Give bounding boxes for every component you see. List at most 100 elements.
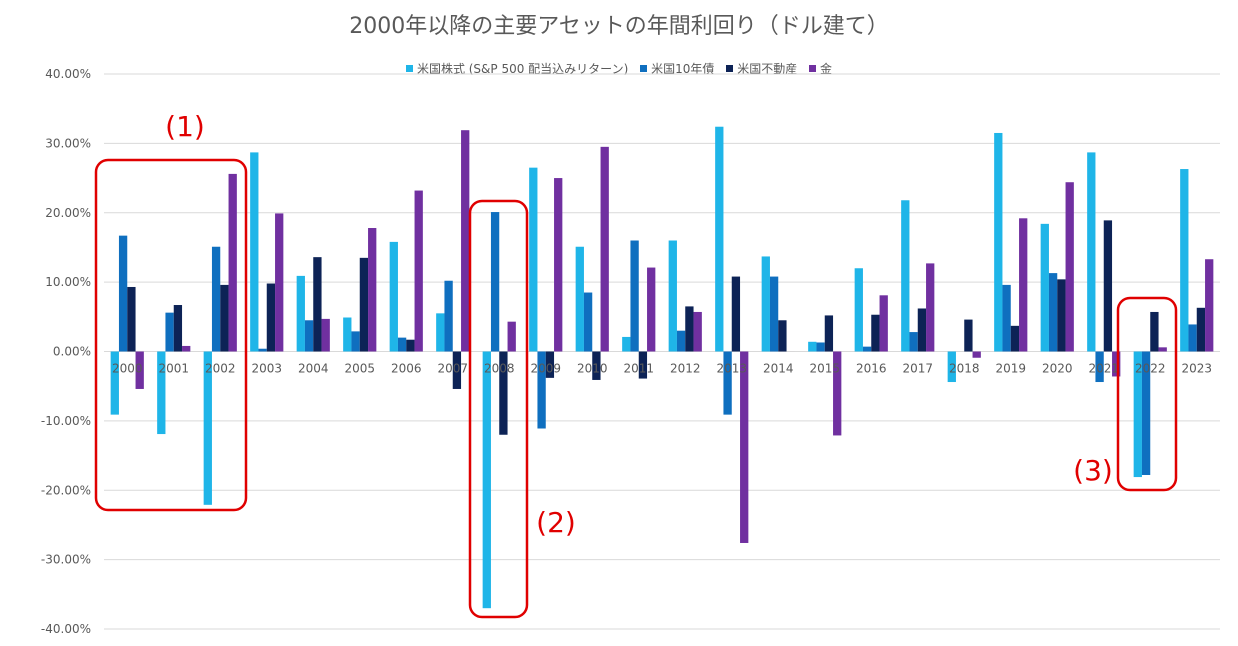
chart-title: 2000年以降の主要アセットの年間利回り（ドル建て） — [349, 14, 889, 39]
y-tick-label: 30.00% — [45, 136, 91, 150]
y-tick-label: -10.00% — [41, 414, 91, 428]
bar-us-10y-bond — [1048, 273, 1058, 352]
bar-us-real-estate — [685, 306, 694, 352]
bar-us-stocks — [761, 256, 770, 352]
bar-gold — [600, 146, 609, 352]
bar-us-stocks — [529, 167, 538, 352]
bar-us-real-estate — [1150, 311, 1159, 352]
bar-us-stocks — [389, 241, 398, 352]
bar-us-real-estate — [824, 315, 834, 352]
bar-gold — [693, 311, 702, 352]
legend-swatch — [809, 65, 817, 72]
x-tick-label: 2003 — [251, 362, 282, 376]
x-tick-label: 2002 — [205, 362, 236, 376]
bar-us-stocks — [157, 351, 166, 435]
bar-us-10y-bond — [1002, 284, 1011, 352]
bar-us-stocks — [808, 341, 817, 352]
x-tick-label: 2023 — [1181, 362, 1212, 376]
bar-gold — [1158, 347, 1167, 352]
y-tick-label: -20.00% — [41, 483, 91, 497]
legend-label: 米国株式 (S&P 500 配当込みリターン) — [416, 62, 629, 76]
bar-us-10y-bond — [258, 348, 267, 352]
bar-us-real-estate — [499, 351, 508, 435]
legend: 米国株式 (S&P 500 配当込みリターン) 米国10年債 米国不動産 金 — [0, 60, 1238, 77]
x-tick-label: 2005 — [344, 362, 375, 376]
x-tick-label: 2001 — [158, 362, 189, 376]
y-tick-label: -30.00% — [41, 553, 91, 567]
bar-us-stocks — [854, 268, 863, 352]
bar-us-stocks — [110, 351, 119, 415]
bar-us-10y-bond — [397, 337, 407, 352]
bar-gold — [972, 351, 981, 358]
legend-swatch — [726, 65, 734, 72]
bar-gold — [461, 130, 470, 352]
bar-us-stocks — [947, 351, 956, 383]
bar-gold — [879, 295, 888, 352]
legend-swatch — [405, 65, 413, 72]
x-tick-label: 2010 — [577, 362, 608, 376]
bar-gold — [507, 321, 516, 352]
x-tick-label: 2022 — [1135, 362, 1166, 376]
bar-us-stocks — [622, 336, 631, 352]
bar-us-real-estate — [1103, 220, 1113, 352]
bar-us-real-estate — [220, 284, 229, 352]
bar-gold — [1065, 182, 1074, 352]
annotation-box — [1116, 296, 1178, 492]
legend-label: 米国10年債 — [651, 62, 715, 76]
bar-us-stocks — [994, 132, 1003, 352]
bar-us-10y-bond — [444, 280, 453, 352]
bar-gold — [135, 351, 144, 389]
legend-item-us-stocks: 米国株式 (S&P 500 配当込みリターン) — [405, 60, 629, 77]
bar-us-10y-bond — [211, 246, 221, 352]
bar-us-stocks — [715, 126, 724, 352]
legend-item-us-real-estate: 米国不動産 — [726, 60, 797, 77]
legend-label: 金 — [820, 62, 833, 76]
bar-us-real-estate — [964, 319, 973, 352]
bar-gold — [647, 267, 656, 352]
bar-us-stocks — [296, 275, 305, 352]
x-tick-label: 2021 — [1088, 362, 1119, 376]
annotation-box — [94, 158, 248, 512]
bar-us-stocks — [901, 200, 910, 352]
bar-gold — [926, 263, 935, 352]
x-tick-label: 2017 — [902, 362, 933, 376]
bar-us-real-estate — [917, 308, 927, 352]
x-tick-label: 2009 — [530, 362, 561, 376]
bar-us-real-estate — [452, 351, 462, 389]
bar-gold — [833, 351, 842, 436]
bar-us-stocks — [668, 240, 677, 352]
bar-us-10y-bond — [1141, 351, 1151, 475]
bar-us-stocks — [575, 246, 584, 352]
y-tick-label: 10.00% — [45, 275, 91, 289]
bar-us-stocks — [436, 313, 445, 352]
bar-gold — [1019, 218, 1028, 352]
bar-us-real-estate — [313, 257, 322, 352]
bar-gold — [1112, 351, 1121, 377]
bar-us-10y-bond — [165, 312, 174, 352]
x-tick-label: 2018 — [949, 362, 980, 376]
bar-us-stocks — [482, 351, 491, 609]
bar-us-stocks — [1040, 223, 1049, 352]
bar-us-real-estate — [638, 351, 648, 379]
bar-us-real-estate — [127, 286, 136, 352]
annotation-label: (3) — [1073, 454, 1113, 487]
x-tick-label: 2008 — [484, 362, 515, 376]
bar-gold — [275, 213, 284, 352]
x-tick-label: 2015 — [809, 362, 840, 376]
annotation-label: (2) — [536, 506, 576, 539]
bar-us-real-estate — [871, 314, 880, 352]
bar-us-10y-bond — [862, 346, 872, 352]
bar-gold — [740, 351, 749, 543]
bar-gold — [368, 228, 377, 352]
y-tick-label: -40.00% — [41, 622, 91, 636]
bar-us-10y-bond — [490, 212, 500, 352]
y-tick-label: 20.00% — [45, 206, 91, 220]
y-tick-label: 0.00% — [53, 345, 91, 359]
bar-us-real-estate — [359, 257, 369, 352]
bar-gold — [321, 318, 330, 352]
x-tick-label: 2013 — [716, 362, 747, 376]
legend-item-gold: 金 — [809, 60, 832, 77]
bar-us-stocks — [250, 152, 259, 352]
legend-swatch — [640, 65, 648, 72]
